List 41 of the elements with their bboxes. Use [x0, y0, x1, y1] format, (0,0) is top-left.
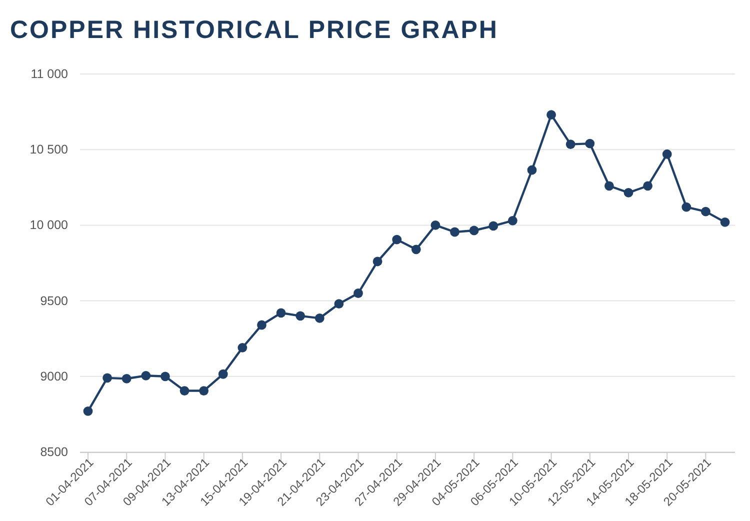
- point: [527, 165, 537, 175]
- y-tick-label: 11 000: [30, 67, 68, 81]
- point: [643, 181, 652, 191]
- point: [624, 188, 634, 198]
- point: [546, 110, 556, 120]
- y-tick-label: 10 000: [30, 218, 68, 232]
- point: [372, 256, 382, 266]
- point: [296, 311, 306, 321]
- point: [604, 181, 614, 191]
- chart-title: COPPER HISTORICAL PRICE GRAPH: [10, 16, 498, 44]
- y-tick-label: 9000: [40, 369, 68, 384]
- point: [102, 373, 112, 383]
- point: [508, 216, 518, 226]
- point: [238, 342, 248, 352]
- point: [334, 299, 344, 309]
- y-tick-label: 9500: [40, 294, 68, 308]
- point: [276, 308, 286, 318]
- point: [141, 370, 151, 380]
- point: [720, 217, 730, 227]
- point: [392, 234, 402, 244]
- point: [160, 372, 170, 382]
- point: [314, 313, 324, 323]
- point: [469, 226, 479, 236]
- point: [488, 221, 498, 231]
- point: [199, 386, 209, 396]
- point: [122, 374, 132, 384]
- point: [430, 220, 440, 230]
- y-tick-label: 10 500: [30, 142, 68, 157]
- point: [585, 138, 595, 148]
- point: [682, 202, 692, 212]
- point: [450, 227, 460, 237]
- point: [83, 406, 93, 416]
- point: [180, 386, 190, 396]
- point: [257, 320, 266, 330]
- point: [354, 288, 363, 298]
- point: [700, 206, 710, 216]
- point: [662, 149, 672, 159]
- point: [218, 369, 228, 379]
- y-tick-label: 8500: [40, 445, 68, 459]
- point: [411, 244, 421, 254]
- point: [566, 140, 576, 150]
